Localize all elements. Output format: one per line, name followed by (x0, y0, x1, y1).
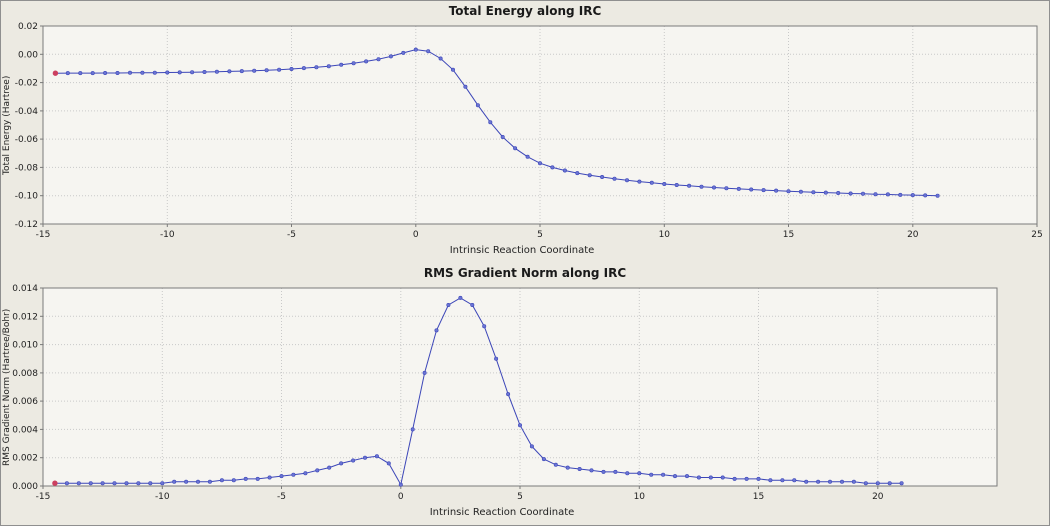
gradient-y-axis-label: RMS Gradient Norm (Hartree/Bohr) (2, 308, 12, 466)
svg-text:15: 15 (753, 492, 764, 502)
svg-text:20: 20 (872, 492, 884, 502)
energy-chart-title: Total Energy along IRC (448, 4, 602, 18)
svg-text:0.004: 0.004 (12, 425, 38, 435)
svg-text:0.010: 0.010 (12, 341, 38, 351)
svg-text:0.000: 0.000 (12, 482, 38, 492)
svg-text:0.00: 0.00 (18, 50, 38, 60)
svg-text:-0.08: -0.08 (15, 163, 39, 173)
svg-text:-0.12: -0.12 (15, 220, 38, 230)
svg-text:-0.04: -0.04 (15, 107, 39, 117)
gradient-chart-title: RMS Gradient Norm along IRC (423, 266, 627, 280)
energy-y-axis-label: Total Energy (Hartree) (2, 75, 12, 175)
svg-text:-0.10: -0.10 (15, 192, 39, 202)
svg-text:-5: -5 (277, 492, 286, 502)
energy-x-axis-label: Intrinsic Reaction Coordinate (449, 245, 595, 256)
energy-chart: Total Energy along IRC Total Energy (Har… (1, 1, 1049, 263)
gradient-plot-svg: -15 -10 -5 0 5 10 15 20 0.014 0.012 0.010 0.008 0.00… (12, 284, 998, 502)
svg-text:-10: -10 (155, 492, 170, 502)
svg-text:-15: -15 (36, 230, 51, 240)
gradient-chart: RMS Gradient Norm along IRC RMS Gradient… (1, 263, 1049, 525)
svg-text:0.012: 0.012 (12, 312, 38, 322)
svg-text:10: 10 (634, 492, 646, 502)
svg-text:25: 25 (1031, 230, 1042, 240)
svg-text:-15: -15 (36, 492, 51, 502)
svg-text:5: 5 (517, 492, 523, 502)
svg-text:-0.06: -0.06 (15, 135, 39, 145)
svg-text:-5: -5 (287, 230, 296, 240)
svg-text:10: 10 (659, 230, 671, 240)
svg-text:0: 0 (413, 230, 419, 240)
svg-text:-10: -10 (160, 230, 175, 240)
svg-text:0.02: 0.02 (18, 22, 38, 32)
svg-text:0.006: 0.006 (12, 397, 38, 407)
svg-text:0.014: 0.014 (12, 284, 38, 294)
svg-text:15: 15 (783, 230, 794, 240)
svg-text:0: 0 (398, 492, 404, 502)
svg-text:20: 20 (907, 230, 919, 240)
svg-text:-0.02: -0.02 (15, 79, 38, 89)
svg-text:0.002: 0.002 (12, 454, 38, 464)
gradient-x-axis-label: Intrinsic Reaction Coordinate (429, 507, 575, 518)
svg-text:0.008: 0.008 (12, 369, 38, 379)
svg-text:5: 5 (537, 230, 543, 240)
energy-plot-svg: -15 -10 -5 0 5 10 15 20 25 0.02 0.00 -0.02 -0.04 -0.0… (15, 22, 1043, 240)
